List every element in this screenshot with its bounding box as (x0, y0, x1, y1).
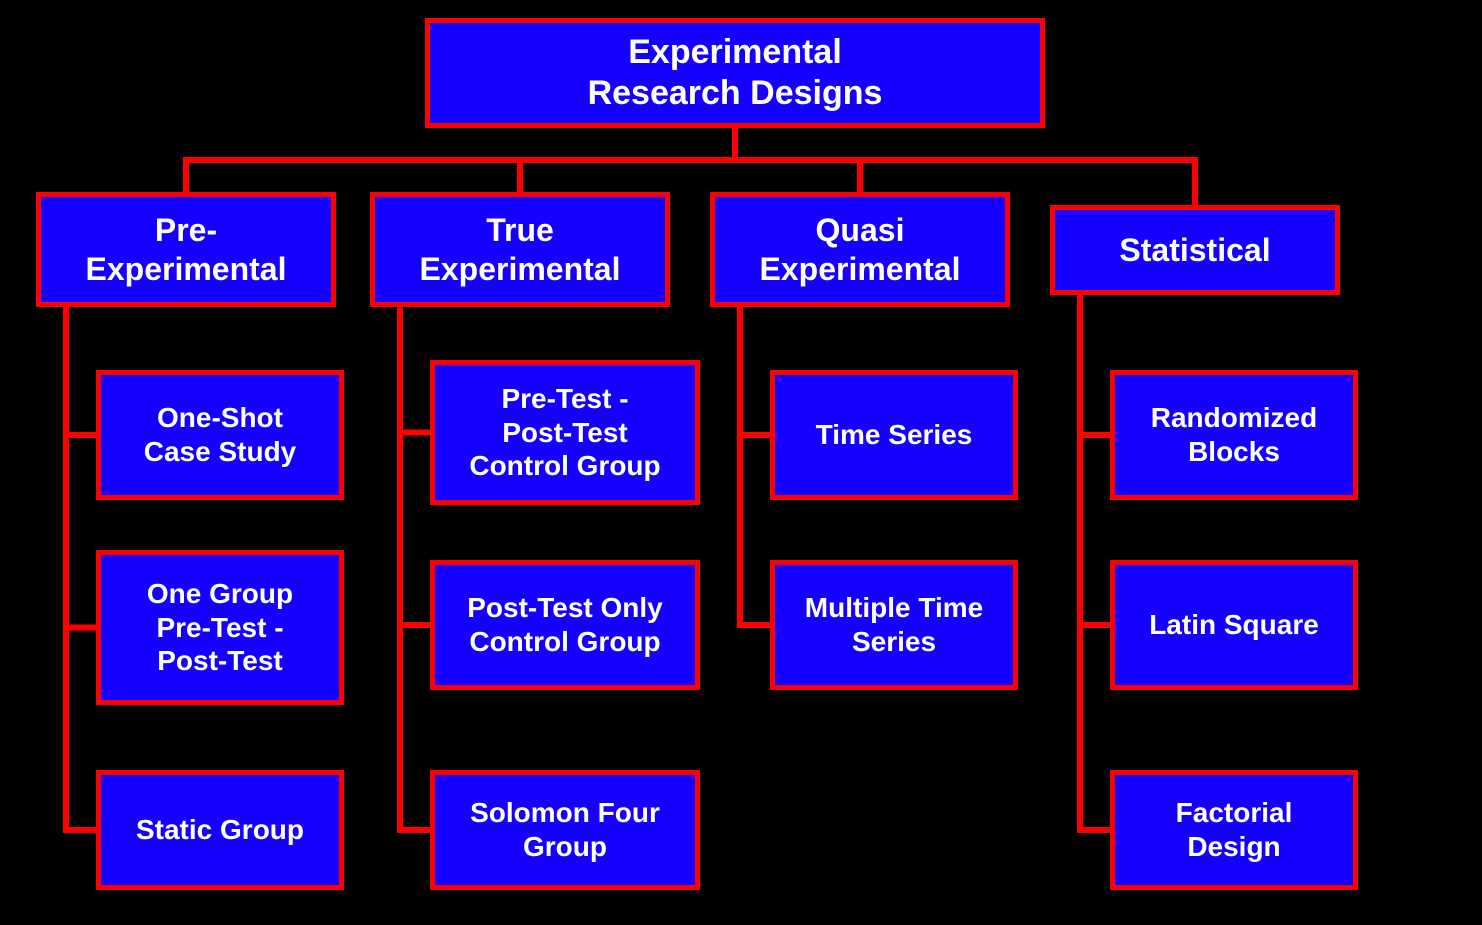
leaf-label-line1: Pre-Test - (501, 383, 628, 414)
node-leaf-quasi-1: Multiple TimeSeries (770, 560, 1018, 690)
leaf-label-line2: Case Study (144, 436, 297, 467)
category-label-line1: Pre- (155, 212, 217, 248)
leaf-label-line2: Design (1187, 831, 1280, 862)
category-label-line1: Quasi (816, 212, 905, 248)
node-leaf-true-2: Solomon FourGroup (430, 770, 700, 890)
category-label-line1: Statistical (1119, 232, 1270, 268)
leaf-label-line1: One Group (147, 578, 293, 609)
leaf-label-line1: Post-Test Only (467, 592, 663, 623)
node-category-quasi: QuasiExperimental (710, 192, 1010, 307)
node-category-true: TrueExperimental (370, 192, 670, 307)
category-label-line2: Experimental (86, 251, 287, 287)
node-leaf-stat-0: RandomizedBlocks (1110, 370, 1358, 500)
root-label-line2: Research Designs (588, 74, 883, 112)
root-label-line1: Experimental (628, 33, 842, 71)
leaf-label-line2: Blocks (1188, 436, 1280, 467)
node-leaf-pre-2: Static Group (96, 770, 344, 890)
leaf-label-line2: Control Group (469, 626, 660, 657)
leaf-label-line1: Latin Square (1149, 609, 1319, 640)
leaf-label-line2: Post-Test (502, 417, 628, 448)
leaf-label-line1: Multiple Time (805, 592, 983, 623)
leaf-label-line1: Time Series (816, 419, 973, 450)
leaf-label-line1: Static Group (136, 814, 304, 845)
leaf-label-line3: Post-Test (157, 645, 283, 676)
category-label-line1: True (486, 212, 554, 248)
leaf-label-line2: Series (852, 626, 936, 657)
leaf-label-line1: One-Shot (157, 402, 283, 433)
leaf-label-line2: Group (523, 831, 607, 862)
leaf-label-line3: Control Group (469, 450, 660, 481)
node-root: Experimental Research Designs (425, 18, 1045, 128)
leaf-label-line2: Pre-Test - (156, 612, 283, 643)
leaf-label-line1: Solomon Four (470, 797, 660, 828)
category-label-line2: Experimental (760, 251, 961, 287)
node-leaf-stat-2: FactorialDesign (1110, 770, 1358, 890)
node-leaf-pre-1: One GroupPre-Test -Post-Test (96, 550, 344, 705)
node-leaf-stat-1: Latin Square (1110, 560, 1358, 690)
node-leaf-quasi-0: Time Series (770, 370, 1018, 500)
category-label-line2: Experimental (420, 251, 621, 287)
node-leaf-pre-0: One-ShotCase Study (96, 370, 344, 500)
node-leaf-true-0: Pre-Test -Post-TestControl Group (430, 360, 700, 505)
node-category-pre: Pre-Experimental (36, 192, 336, 307)
leaf-label-line1: Factorial (1176, 797, 1293, 828)
leaf-label-line1: Randomized (1151, 402, 1317, 433)
node-leaf-true-1: Post-Test OnlyControl Group (430, 560, 700, 690)
node-category-stat: Statistical (1050, 205, 1340, 295)
